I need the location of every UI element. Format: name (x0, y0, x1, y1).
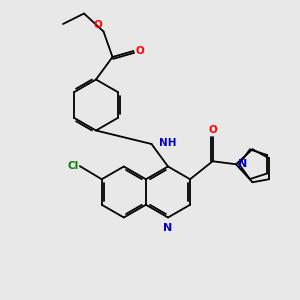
Text: O: O (208, 125, 217, 135)
Text: Cl: Cl (67, 161, 78, 171)
Text: O: O (135, 46, 144, 56)
Text: O: O (93, 20, 102, 30)
Text: N: N (238, 159, 247, 169)
Text: N: N (164, 223, 172, 233)
Text: NH: NH (159, 137, 176, 148)
